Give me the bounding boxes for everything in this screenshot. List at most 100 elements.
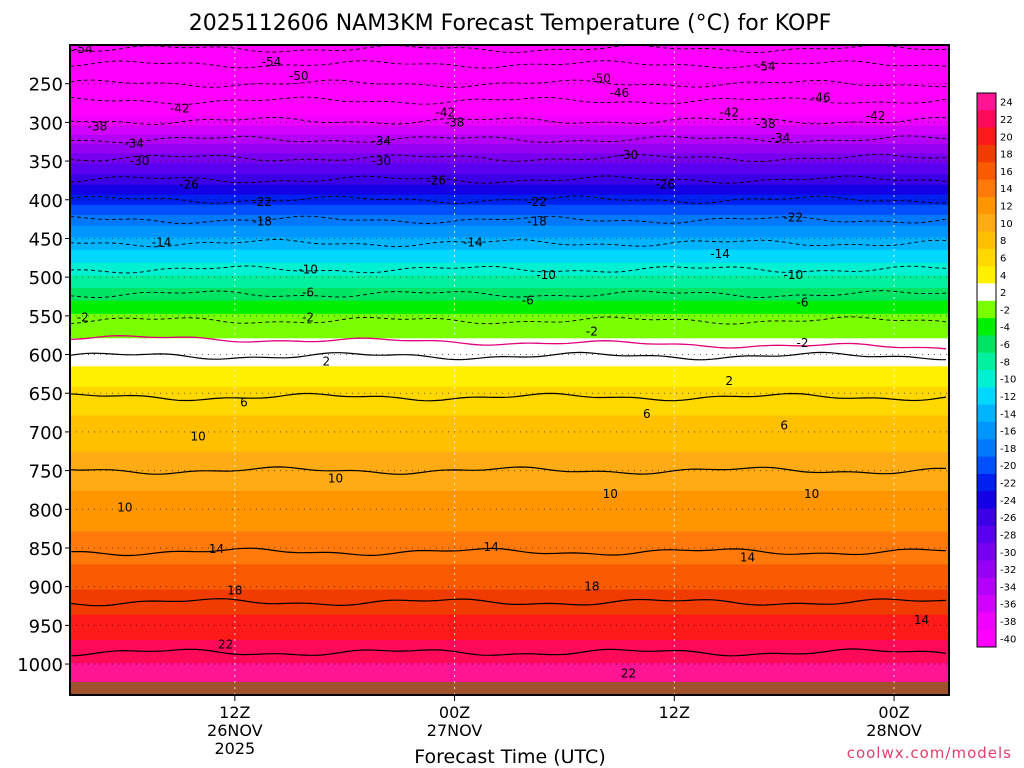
colorbar-swatch: [977, 214, 996, 232]
colorbar-label: -10: [1000, 375, 1016, 386]
contour-label: -42: [436, 105, 456, 119]
contour-label: -10: [536, 268, 556, 282]
colorbar-label: -20: [1000, 461, 1016, 472]
pressure-axis: 250 300 350 400 450 500 550 600 650 700 750 800 850 9…: [17, 75, 70, 676]
contour-label: -54: [756, 60, 776, 74]
temp-band: [70, 551, 949, 565]
colorbar-swatch: [977, 283, 996, 302]
temp-band: [70, 225, 949, 233]
temp-band: [70, 46, 949, 48]
contour-label: -2: [302, 310, 314, 324]
contour-labels: -54-54 -54-50 -50-46 -46-42 -42 -42 -42-38 -38-…: [73, 42, 929, 680]
pressure-tick-label: 800: [29, 500, 63, 521]
chart-title: 2025112606 NAM3KM Forecast Temperature (…: [189, 11, 832, 36]
temp-band: [70, 153, 949, 159]
temp-band: [70, 115, 949, 122]
colorbar-swatch: [977, 266, 996, 284]
isotherm-22: [70, 648, 947, 657]
contour-label: -46: [610, 86, 630, 100]
colorbar-label: -34: [1000, 582, 1016, 593]
temp-band: [70, 237, 949, 244]
temp-band: [70, 199, 949, 206]
colorbar-swatch: [977, 335, 996, 354]
temp-band: [70, 174, 949, 181]
colorbar-label: 20: [1000, 132, 1013, 143]
contour-label: -42: [866, 109, 886, 123]
contour-label: 10: [191, 430, 206, 444]
contour-label: -30: [619, 148, 639, 162]
date-label: 26NOV: [207, 721, 263, 740]
contour-label: 2: [725, 374, 733, 388]
contour-label: -38: [88, 119, 108, 133]
contour-label: -30: [130, 154, 150, 168]
pressure-tick-label: 650: [29, 384, 63, 405]
colorbar-swatch: [977, 629, 996, 648]
contour-label: 14: [209, 542, 224, 556]
date-label: 28NOV: [866, 721, 922, 740]
contour-label: -10: [784, 268, 804, 282]
colorbar-label: 12: [1000, 202, 1013, 213]
temp-band: [70, 52, 949, 58]
temp-band: [70, 110, 949, 117]
pressure-tick-label: 500: [29, 268, 63, 289]
temp-band: [70, 125, 949, 131]
colorbar-swatch: [977, 231, 996, 250]
colorbar-label: 16: [1000, 167, 1013, 178]
temp-band: [70, 69, 949, 75]
colorbar-label: -6: [1000, 340, 1010, 351]
time-tick-label: 12Z: [659, 703, 690, 722]
pressure-tick-label: 550: [29, 307, 63, 328]
colorbar-label: -36: [1000, 600, 1016, 611]
temp-band: [70, 130, 949, 136]
temp-band: [70, 179, 949, 186]
temp-band: [70, 231, 949, 238]
colorbar-swatch: [977, 196, 996, 215]
temp-band: [70, 78, 949, 85]
contour-label: -54: [73, 42, 93, 56]
colorbar-label: -40: [1000, 634, 1016, 645]
temp-band: [70, 269, 949, 277]
colorbar-label: -38: [1000, 617, 1016, 628]
pressure-tick-label: 1000: [17, 655, 63, 676]
colorbar-swatch: [977, 473, 996, 492]
temp-band: [70, 262, 949, 270]
contour-label: -6: [797, 296, 809, 310]
colorbar-label: -26: [1000, 513, 1016, 524]
colorbar-label: 4: [1000, 271, 1006, 282]
temp-band: [70, 56, 949, 62]
contour-label: -38: [445, 115, 465, 129]
temp-band: [70, 490, 949, 512]
temp-band: [70, 134, 949, 140]
colorbar-swatch: [977, 179, 996, 198]
plot-frame: [69, 44, 950, 696]
freezing-line: [70, 335, 947, 350]
temp-band: [70, 347, 949, 357]
colorbar-swatch: [977, 525, 996, 544]
temp-band: [70, 83, 949, 89]
temp-band: [70, 652, 949, 664]
colorbar-swatch: [977, 110, 996, 129]
colorbar-label: -30: [1000, 548, 1016, 559]
colorbar-label: -16: [1000, 427, 1016, 438]
temp-band: [70, 189, 949, 196]
colorbar-swatch: [977, 300, 996, 319]
pressure-tick-label: 250: [29, 75, 63, 96]
colorbar-label: 14: [1000, 184, 1013, 195]
temp-band: [70, 452, 949, 472]
isotherm-18: [70, 598, 947, 607]
temperature-bands: [70, 45, 949, 695]
isotherm-2: [70, 351, 946, 361]
pressure-tick-label: 300: [29, 113, 63, 134]
colorbar-label: 8: [1000, 236, 1006, 247]
contour-label: -26: [179, 177, 199, 191]
temp-band: [70, 148, 949, 154]
temp-band: [70, 376, 949, 388]
contour-label: -6: [522, 293, 534, 307]
pressure-tick-label: 850: [29, 539, 63, 560]
colorbar-swatch: [977, 456, 996, 475]
temp-band: [70, 48, 949, 54]
x-axis-title: Forecast Time (UTC): [414, 746, 605, 768]
temp-band: [70, 313, 949, 322]
contour-label: 10: [328, 471, 343, 485]
